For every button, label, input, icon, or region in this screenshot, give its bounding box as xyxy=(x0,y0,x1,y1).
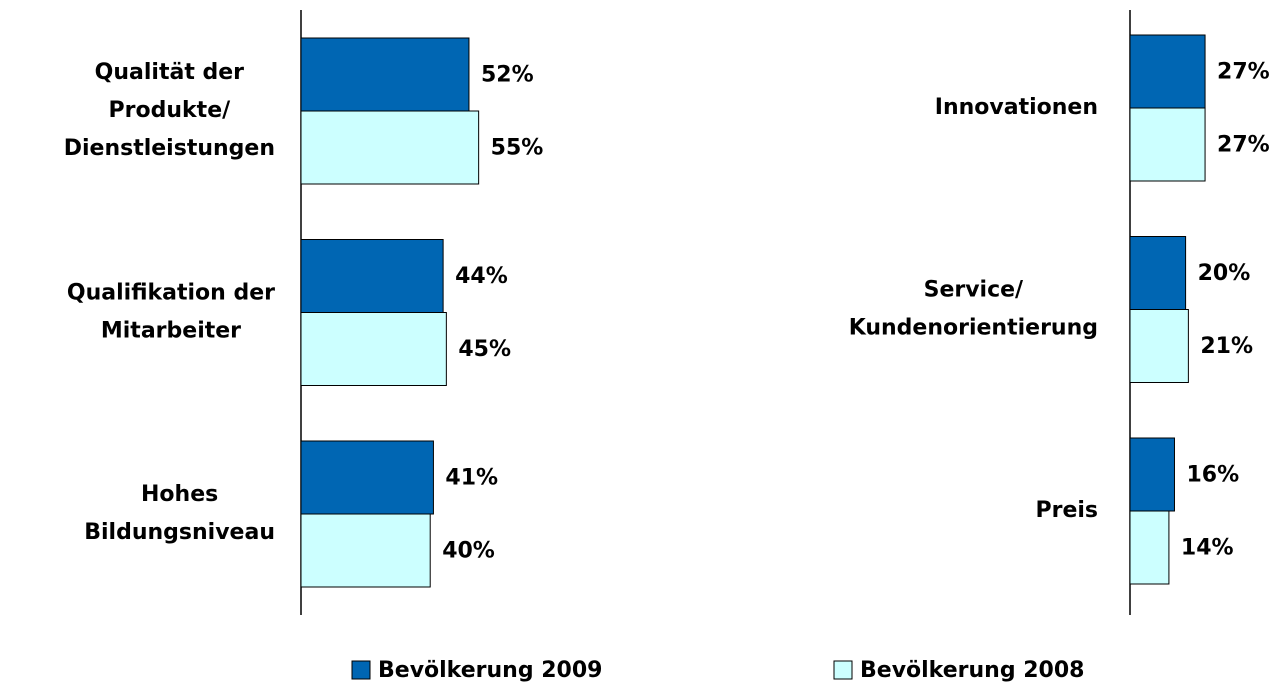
bar xyxy=(300,513,431,588)
category-label: Innovationen xyxy=(935,95,1098,120)
legend-swatch xyxy=(833,660,853,680)
bar xyxy=(1129,437,1175,512)
category-label: Preis xyxy=(1035,498,1098,523)
value-label: 14% xyxy=(1181,536,1234,561)
legend-label: Bevölkerung 2008 xyxy=(860,658,1084,683)
bar xyxy=(300,110,480,185)
value-label: 52% xyxy=(481,63,534,88)
bar xyxy=(1129,510,1170,585)
value-label: 40% xyxy=(442,539,495,564)
category-label: Qualität der Produkte/Dienstleistungen xyxy=(64,60,275,161)
category-label: Service/Kundenorientierung xyxy=(849,278,1098,341)
legend-swatch xyxy=(351,660,371,680)
category-label: Qualifikation der Mitarbeiter xyxy=(67,281,275,344)
bar xyxy=(1129,236,1187,310)
bar xyxy=(300,312,447,386)
bar xyxy=(1129,34,1206,109)
bar xyxy=(1129,107,1206,182)
value-label: 16% xyxy=(1186,463,1239,488)
bar xyxy=(300,37,470,112)
bar xyxy=(300,440,434,515)
value-label: 44% xyxy=(455,264,508,289)
value-label: 20% xyxy=(1198,261,1251,286)
value-label: 41% xyxy=(445,466,498,491)
value-label: 27% xyxy=(1217,133,1270,158)
value-label: 45% xyxy=(458,337,511,362)
bar xyxy=(300,239,444,313)
value-label: 21% xyxy=(1200,334,1253,359)
category-label: Hohes Bildungsniveau xyxy=(84,482,275,545)
value-label: 55% xyxy=(491,136,544,161)
bar xyxy=(1129,309,1189,383)
legend-label: Bevölkerung 2009 xyxy=(378,658,602,683)
value-label: 27% xyxy=(1217,60,1270,85)
